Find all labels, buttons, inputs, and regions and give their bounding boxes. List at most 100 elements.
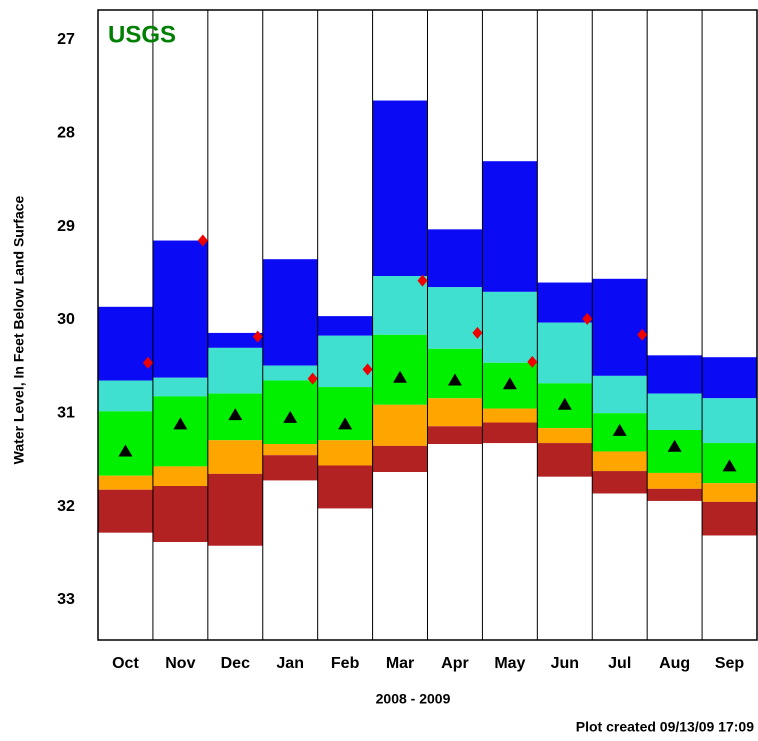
percentile-band: [592, 375, 648, 414]
percentile-band: [152, 377, 208, 397]
median-marker: [393, 370, 408, 383]
percentile-band: [372, 445, 428, 472]
current-marker: [637, 328, 648, 341]
percentile-band: [592, 278, 648, 376]
percentile-band: [207, 440, 263, 474]
x-tick-label: Feb: [331, 655, 360, 672]
percentile-band: [98, 411, 153, 476]
percentile-band: [647, 355, 703, 394]
plot-frame: [97, 9, 758, 641]
current-marker: [472, 326, 483, 339]
x-tick-label: Jun: [551, 655, 579, 672]
percentile-band: [592, 471, 648, 494]
percentile-band: [592, 451, 648, 472]
y-axis-label: Water Level, In Feet Below Land Surface: [11, 195, 27, 464]
percentile-band: [98, 489, 153, 533]
median-marker: [228, 408, 243, 421]
current-marker: [527, 355, 538, 368]
median-marker: [118, 444, 133, 457]
current-marker: [307, 372, 318, 385]
percentile-band: [537, 443, 593, 477]
percentile-band: [372, 404, 428, 446]
current-marker: [582, 312, 593, 325]
x-tick-label: Apr: [441, 655, 469, 672]
percentile-band: [262, 444, 318, 456]
median-marker: [667, 439, 682, 452]
percentile-band: [317, 440, 373, 466]
percentile-band: [647, 472, 703, 489]
percentile-band: [207, 473, 263, 546]
y-tick-label: 32: [57, 498, 75, 515]
median-marker: [502, 377, 517, 390]
median-marker: [173, 417, 188, 430]
percentile-band: [262, 455, 318, 481]
median-marker: [338, 417, 353, 430]
percentile-band: [317, 465, 373, 509]
percentile-band: [702, 501, 757, 536]
x-tick-label: May: [494, 655, 525, 672]
percentile-band: [98, 380, 153, 412]
median-marker: [722, 459, 737, 472]
chart-title: USGS: [108, 21, 176, 48]
percentile-band: [262, 365, 318, 381]
x-tick-label: Dec: [221, 655, 250, 672]
percentile-band: [537, 428, 593, 444]
percentile-band: [482, 291, 538, 363]
x-tick-label: Nov: [165, 655, 195, 672]
percentile-band: [482, 408, 538, 423]
footer: Plot created 09/13/09 17:09: [576, 719, 754, 735]
percentile-band: [482, 422, 538, 444]
percentile-band: [702, 357, 757, 399]
percentile-band: [152, 240, 208, 378]
percentile-band: [262, 259, 318, 366]
percentile-band: [152, 396, 208, 467]
percentile-band: [647, 488, 703, 501]
x-axis-label: 2008 - 2009: [376, 691, 451, 707]
median-marker: [557, 397, 572, 410]
percentile-band: [427, 229, 483, 288]
percentile-band: [372, 334, 428, 405]
percentile-band: [152, 486, 208, 542]
y-tick-label: 31: [57, 404, 75, 421]
median-marker: [283, 410, 298, 423]
current-marker: [252, 330, 263, 343]
percentile-band: [207, 347, 263, 394]
percentile-band: [537, 282, 593, 323]
median-marker: [447, 373, 462, 386]
median-marker: [612, 423, 627, 436]
x-tick-label: Jul: [608, 655, 631, 672]
current-marker: [142, 356, 153, 369]
y-tick-label: 28: [57, 124, 75, 141]
percentile-band: [427, 348, 483, 399]
percentile-band: [317, 335, 373, 388]
x-tick-label: Aug: [659, 655, 690, 672]
x-tick-label: Mar: [386, 655, 414, 672]
percentile-band: [427, 287, 483, 349]
percentile-band: [702, 483, 757, 502]
percentile-band: [427, 426, 483, 444]
current-marker: [362, 363, 373, 376]
percentile-band: [317, 316, 373, 336]
percentile-band: [207, 332, 263, 348]
percentile-band: [427, 398, 483, 427]
percentile-band: [647, 393, 703, 430]
x-tick-label: Oct: [112, 655, 139, 672]
current-marker: [197, 234, 208, 247]
y-tick-label: 30: [57, 311, 75, 328]
x-tick-label: Sep: [715, 655, 745, 672]
y-tick-label: 27: [57, 31, 75, 48]
x-tick-label: Jan: [276, 655, 304, 672]
percentile-band: [702, 398, 757, 444]
percentile-band: [98, 475, 153, 490]
y-tick-label: 33: [57, 591, 75, 608]
current-marker: [417, 274, 428, 287]
percentile-band: [372, 100, 428, 277]
percentile-band: [98, 306, 153, 381]
percentile-band: [152, 466, 208, 486]
percentile-band: [372, 276, 428, 335]
percentile-band: [317, 387, 373, 441]
y-tick-label: 29: [57, 218, 75, 235]
percentile-band: [537, 322, 593, 384]
